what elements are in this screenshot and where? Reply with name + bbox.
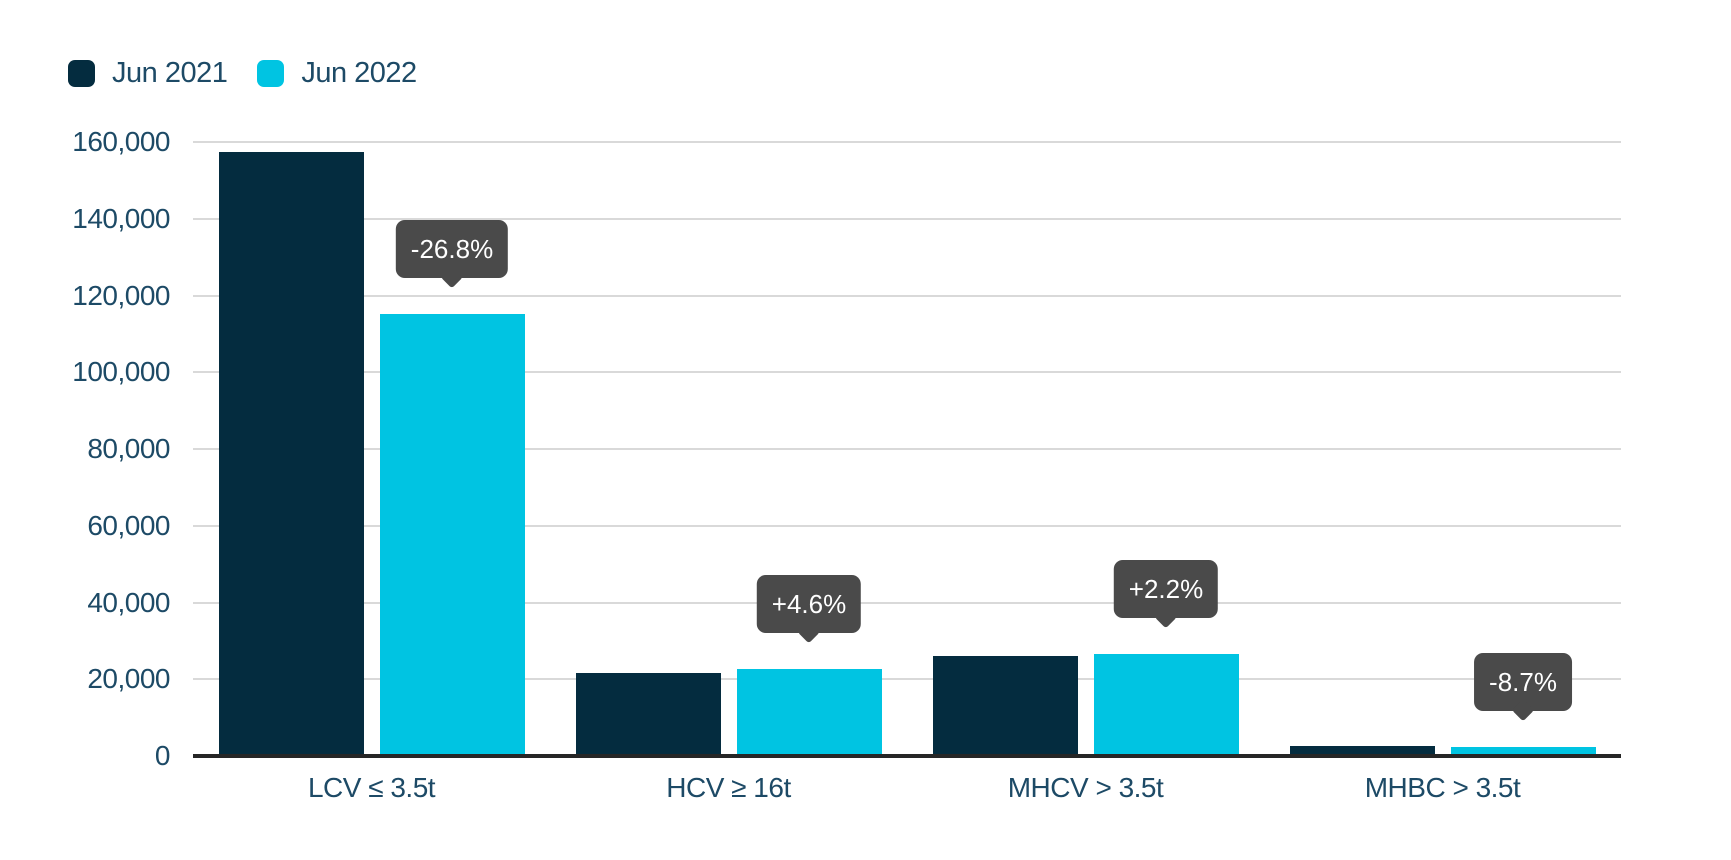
bar-jun-2022[interactable] xyxy=(1093,653,1239,756)
bar-jun-2022[interactable] xyxy=(736,669,882,756)
y-axis-tick-label: 80,000 xyxy=(87,433,170,464)
gridline xyxy=(193,371,1621,374)
y-axis-tick-label: 160,000 xyxy=(72,126,170,157)
legend-swatch-jun-2021-icon xyxy=(68,60,95,87)
bar-jun-2021[interactable] xyxy=(932,656,1078,756)
y-axis-tick-label: 20,000 xyxy=(87,663,170,695)
change-tooltip: +4.6% xyxy=(756,575,862,634)
change-tooltip: -26.8% xyxy=(395,219,509,278)
y-axis-tick-label: 60,000 xyxy=(87,509,170,541)
y-axis-tick-label: 140,000 xyxy=(72,202,170,234)
legend-item-jun-2022[interactable]: Jun 2022 xyxy=(257,57,417,90)
x-axis-category-label: MHCV > 3.5t xyxy=(1007,772,1164,803)
bar-jun-2022[interactable] xyxy=(1450,746,1596,756)
x-axis-category-label: HCV ≥ 16t xyxy=(666,772,791,803)
y-axis-tick-label: 120,000 xyxy=(72,279,170,311)
gridline xyxy=(193,678,1621,681)
legend-item-jun-2021[interactable]: Jun 2021 xyxy=(68,57,228,90)
change-tooltip: -8.7% xyxy=(1474,652,1572,711)
gridline xyxy=(193,294,1621,297)
legend-label-jun-2022: Jun 2022 xyxy=(301,57,417,89)
x-axis-line xyxy=(193,754,1621,758)
bar-jun-2021[interactable] xyxy=(575,673,721,756)
gridline xyxy=(193,448,1621,450)
bar-jun-2021[interactable] xyxy=(1289,746,1435,756)
gridline xyxy=(193,601,1621,604)
bar-jun-2022[interactable] xyxy=(379,313,525,756)
y-axis-tick-label: 40,000 xyxy=(87,586,170,618)
legend-swatch-jun-2022-icon xyxy=(257,60,285,87)
x-axis-category-label: MHBC > 3.5t xyxy=(1364,772,1521,803)
gridline xyxy=(193,524,1621,527)
y-axis-tick-label: 100,000 xyxy=(72,356,170,388)
bar-jun-2021[interactable] xyxy=(218,151,364,756)
legend-label-jun-2021: Jun 2021 xyxy=(112,57,228,89)
change-tooltip: +2.2% xyxy=(1113,559,1219,618)
gridline xyxy=(193,217,1621,220)
x-axis-category-label: LCV ≤ 3.5t xyxy=(307,772,436,803)
legend: Jun 2021 Jun 2022 xyxy=(68,57,417,90)
gridline xyxy=(193,141,1621,143)
y-axis-tick-label: 0 xyxy=(154,740,171,771)
